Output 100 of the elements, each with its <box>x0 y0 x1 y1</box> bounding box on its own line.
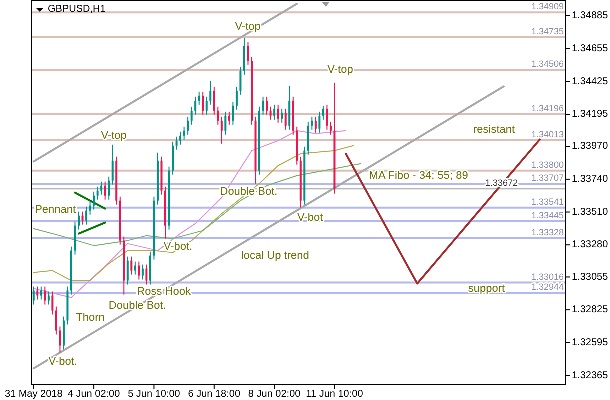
candlestick <box>240 66 242 96</box>
annotation: support <box>468 282 506 295</box>
candlestick <box>146 264 148 286</box>
y-tick-label: 1.32595 <box>572 338 609 349</box>
x-tick-label: 31 May 2018 <box>4 389 64 400</box>
y-tick-label: 1.33055 <box>572 272 609 283</box>
x-tick-label: 4 Jun 02:00 <box>68 389 121 400</box>
x-tick-label: 8 Jun 02:00 <box>248 389 302 400</box>
line-series <box>33 145 354 282</box>
candlestick <box>187 116 190 136</box>
candlestick <box>198 91 200 106</box>
ref-line-label: 1.33445 <box>531 210 564 221</box>
candlestick <box>93 191 96 210</box>
candlestick <box>138 261 140 280</box>
candlestick <box>104 181 106 200</box>
y-tick-label: 1.34195 <box>572 109 609 120</box>
candlestick <box>96 186 99 200</box>
candlestick <box>142 264 144 280</box>
y-tick-label: 1.32365 <box>572 370 609 382</box>
y-tick-label: 1.34655 <box>572 43 609 54</box>
candlestick <box>322 105 324 120</box>
x-tick-label: 11 Jun 10:00 <box>306 389 364 400</box>
x-tick-label: 5 Jun 10:00 <box>128 389 181 400</box>
candlestick <box>311 116 314 130</box>
candlestick <box>224 111 227 136</box>
annotation: Pennant <box>35 204 76 216</box>
y-tick-label: 1.33280 <box>572 240 609 251</box>
candlestick <box>228 111 230 126</box>
candlestick <box>194 96 197 116</box>
candlestick <box>262 96 264 116</box>
candlestick <box>112 144 114 186</box>
annotation: Ross Hook <box>137 286 192 298</box>
candlestick <box>247 41 250 66</box>
candlestick <box>210 80 212 106</box>
x-tick-label: 6 Jun 18:00 <box>188 389 241 400</box>
candlestick <box>270 106 272 120</box>
annotation: Thorn <box>76 312 105 324</box>
ref-line-label: 1.33800 <box>531 160 564 170</box>
annotation: local Up trend <box>241 250 310 262</box>
candlestick <box>206 96 208 116</box>
candlestick <box>183 126 186 140</box>
candlestick <box>217 106 220 126</box>
candlestick <box>52 291 54 316</box>
candlestick <box>100 181 103 196</box>
annotation: V-top <box>101 130 127 142</box>
y-tick-label: 1.34885 <box>572 10 609 22</box>
candlestick <box>78 211 80 230</box>
ref-line-label: 1.34909 <box>531 2 564 12</box>
y-tick-label: 1.33970 <box>572 141 609 152</box>
ref-line-label: 1.33328 <box>531 227 564 238</box>
y-tick-label: 1.32825 <box>572 304 609 316</box>
candlestick <box>180 131 182 146</box>
annotation: V-top <box>328 64 354 76</box>
candlestick <box>130 256 133 276</box>
y-tick-label: 1.33740 <box>572 174 609 186</box>
candlestick <box>281 108 284 124</box>
candlestick <box>108 176 110 200</box>
annotation: V-bot. <box>48 356 78 368</box>
line-series <box>33 130 347 298</box>
candlestick <box>36 286 39 300</box>
candlestick <box>330 121 332 136</box>
y-tick-label: 1.34425 <box>572 76 609 88</box>
ref-line-label: 1.34506 <box>531 59 564 70</box>
candlestick <box>266 96 268 116</box>
candlestick <box>277 104 280 124</box>
candlestick <box>126 256 129 286</box>
annotation: V-top <box>235 20 261 33</box>
candlestick <box>274 104 276 120</box>
annotation: MA Fibo - 34; 55; 89 <box>369 170 468 182</box>
candlestick <box>55 306 58 336</box>
candlestick <box>213 86 216 116</box>
ref-line-label: 1.33541 <box>531 196 564 207</box>
candlestick <box>48 291 50 306</box>
candlestick <box>44 286 46 306</box>
ref-line-label: 1.34196 <box>531 103 564 114</box>
candlestick <box>176 136 178 150</box>
ref-line-label: 1.33016 <box>531 272 564 282</box>
candlestick <box>86 206 88 226</box>
ref-line-label: 1.34735 <box>531 26 564 36</box>
candlestick <box>40 286 42 300</box>
ref-line-label: 1.34013 <box>531 129 564 140</box>
annotation: V-bot <box>297 212 324 224</box>
candlestick <box>82 211 84 226</box>
candlestick <box>190 106 193 126</box>
candlestick <box>59 326 62 354</box>
candlestick <box>236 86 238 110</box>
annotation: resistant <box>474 124 516 136</box>
y-tick-label: 1.33510 <box>572 206 609 218</box>
ref-line-label: 1.32944 <box>531 282 564 292</box>
chart-title: GBPUSD,H1 <box>48 4 106 15</box>
candlestick <box>232 101 234 126</box>
annotation: Double Bot. <box>108 300 166 312</box>
candlestick <box>134 261 136 276</box>
candlestick <box>284 108 287 130</box>
candlestick <box>326 104 328 130</box>
candlestick <box>89 201 92 216</box>
candlestick <box>318 111 321 134</box>
candlestick <box>220 116 223 144</box>
candlestick <box>202 91 204 116</box>
candlestick <box>32 286 35 306</box>
